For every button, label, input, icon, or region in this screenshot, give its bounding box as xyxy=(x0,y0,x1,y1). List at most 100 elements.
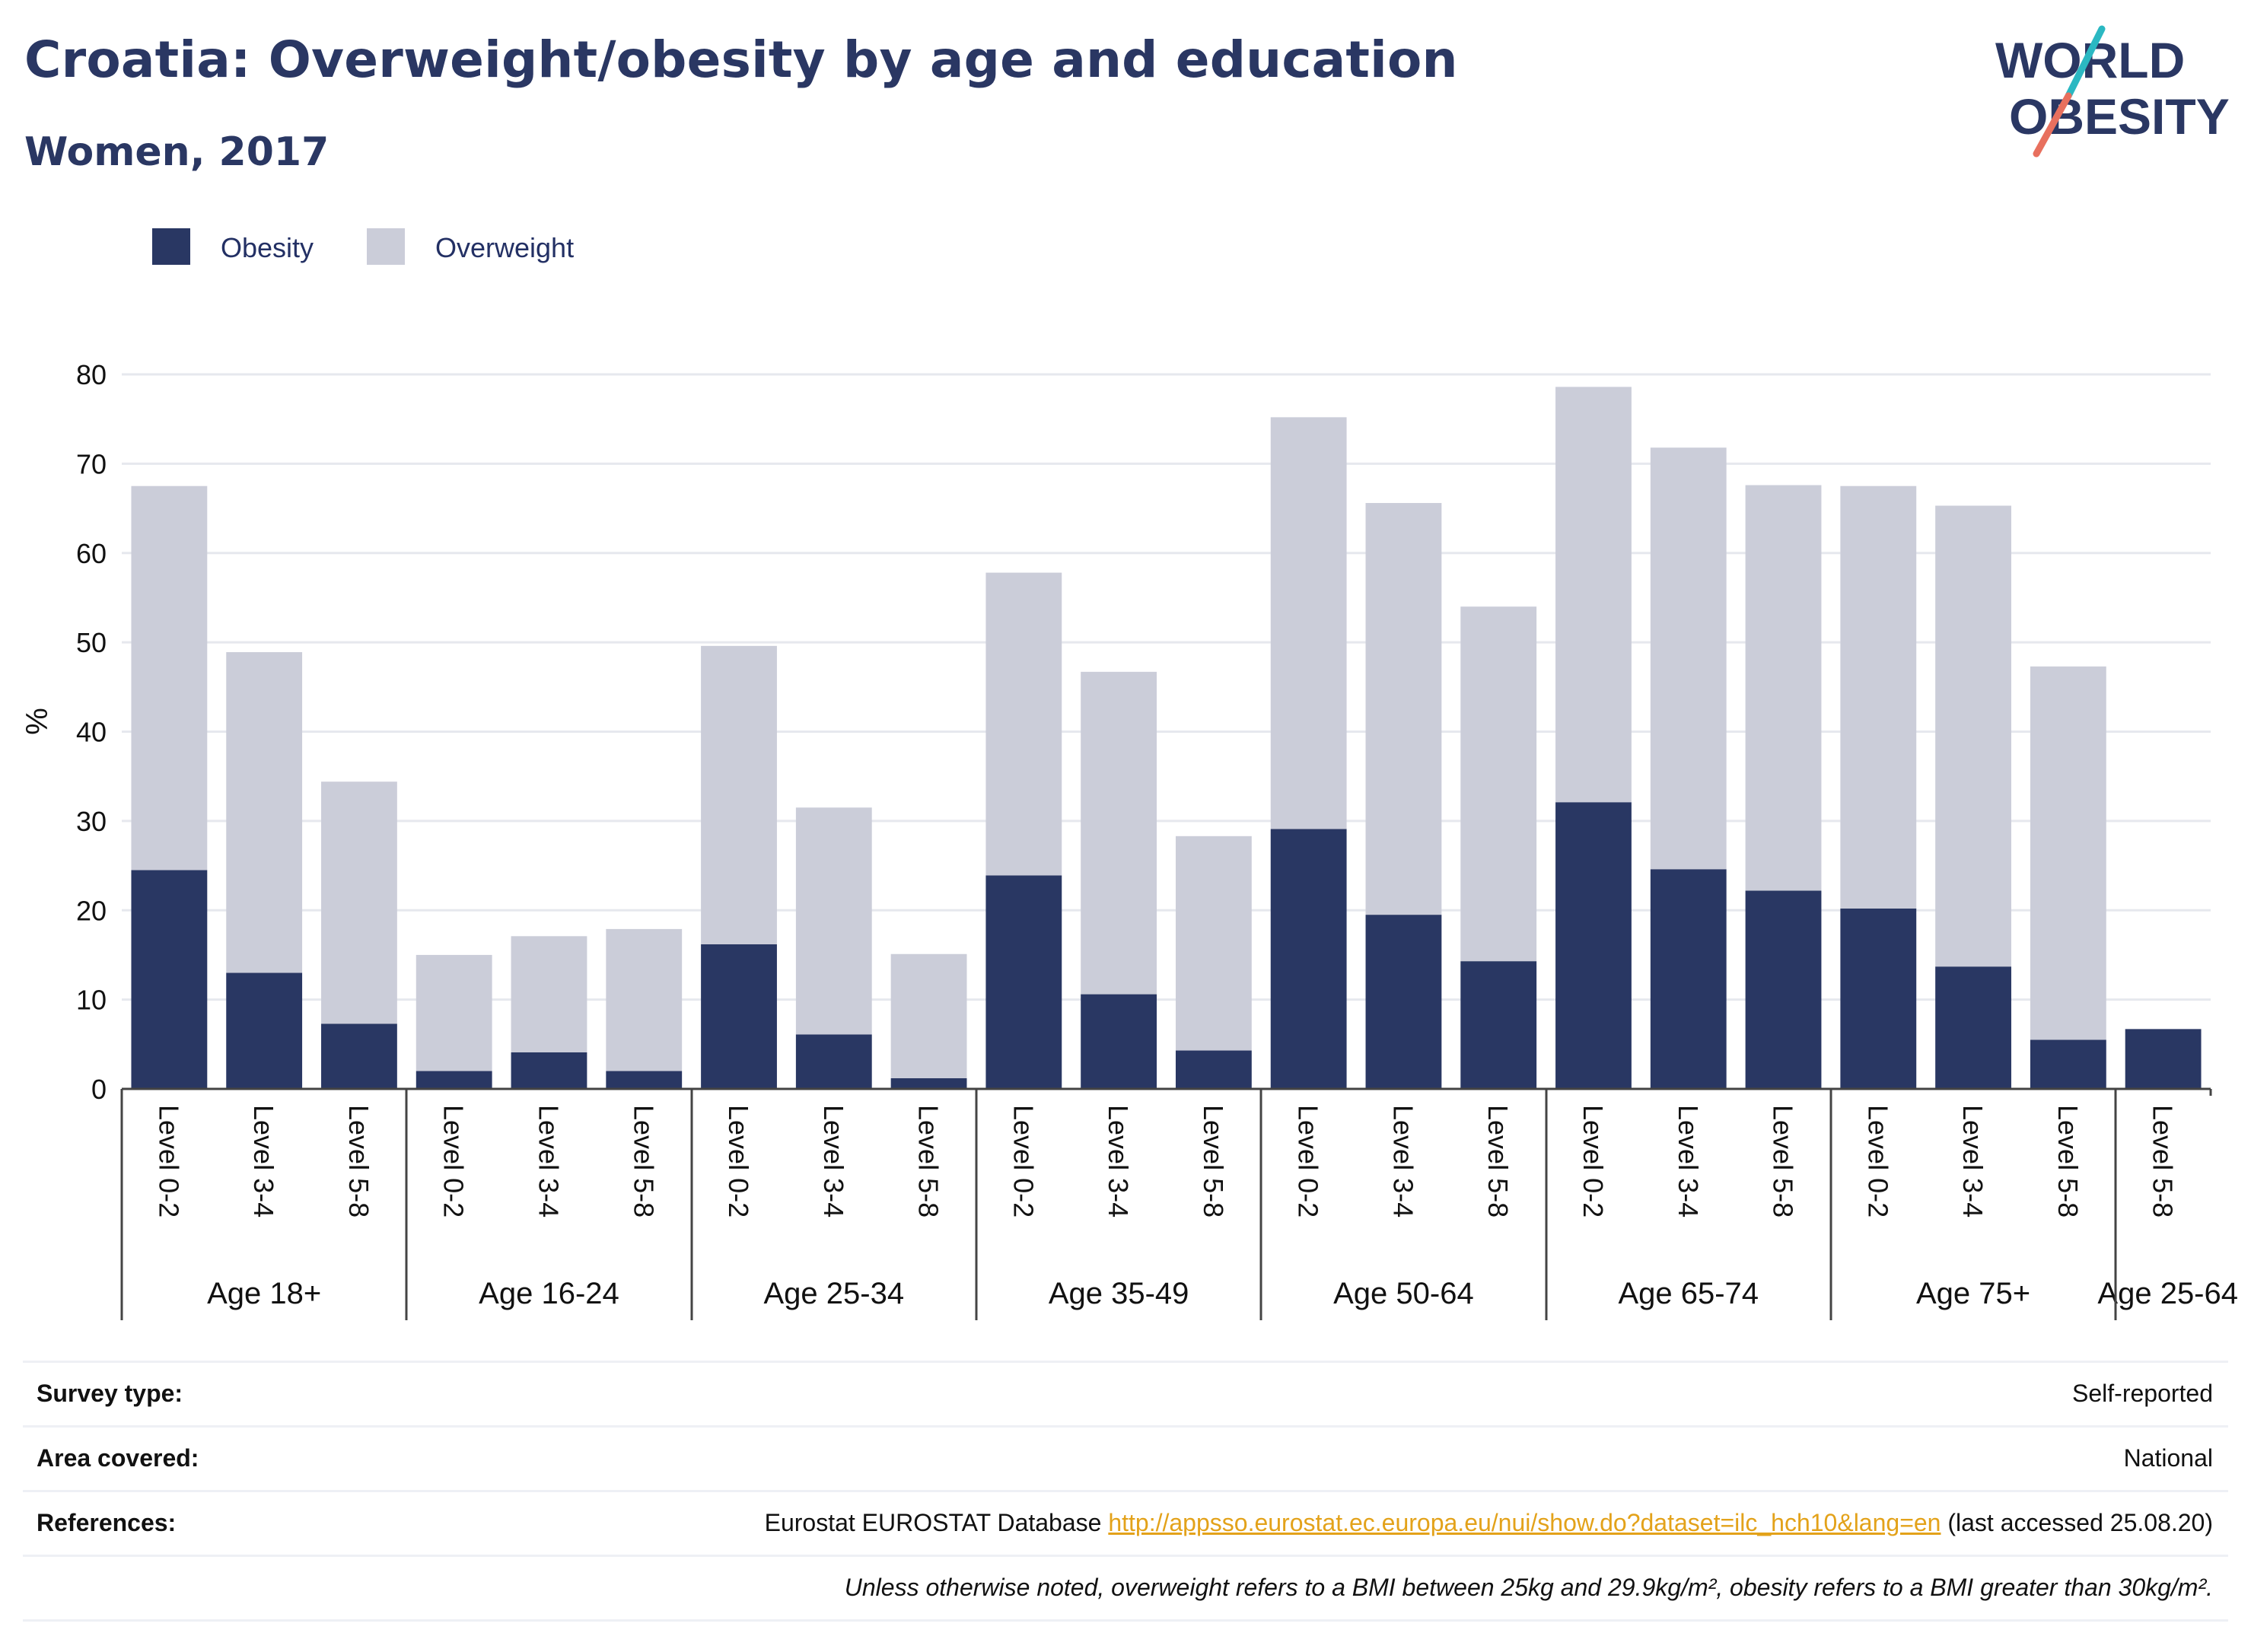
legend-label-obesity: Obesity xyxy=(221,232,314,263)
y-tick-label: 20 xyxy=(76,895,107,926)
bar-obesity xyxy=(1840,908,1917,1089)
bar-obesity xyxy=(1935,966,2011,1089)
x-tick-label: Level 0-2 xyxy=(723,1105,754,1218)
x-tick-label: Level 0-2 xyxy=(1008,1105,1039,1218)
bar-obesity xyxy=(226,972,303,1089)
references-label: References: xyxy=(37,1509,177,1536)
logo-line1: WORLD xyxy=(1995,32,2185,88)
area-covered-label: Area covered: xyxy=(37,1444,199,1472)
bar-obesity xyxy=(1555,802,1632,1089)
x-tick-label: Level 0-2 xyxy=(1578,1105,1609,1218)
x-tick-label: Level 5-8 xyxy=(628,1105,659,1218)
group-label: Age 16-24 xyxy=(479,1277,619,1310)
page-subtitle: Women, 2017 xyxy=(24,129,330,175)
references-value: Eurostat EUROSTAT Database http://appsso… xyxy=(765,1509,2213,1537)
footer-row-area: Area covered: National xyxy=(23,1425,2228,1490)
x-tick-label: Level 3-4 xyxy=(1957,1105,1988,1218)
group-label: Age 65-74 xyxy=(1618,1277,1759,1310)
bar-overweight xyxy=(1935,505,2011,967)
area-covered-value: National xyxy=(2123,1444,2213,1472)
x-tick-label: Level 5-8 xyxy=(1482,1105,1514,1218)
bar-overweight xyxy=(1081,671,1157,995)
world-obesity-logo: WORLD OBESITY xyxy=(1995,25,2230,158)
bar-obesity xyxy=(1270,829,1347,1089)
bar-obesity xyxy=(415,1071,492,1089)
bar-overweight xyxy=(131,485,208,871)
x-tick-label: Level 5-8 xyxy=(2148,1105,2179,1218)
group-label: Age 50-64 xyxy=(1333,1277,1474,1310)
bar-obesity xyxy=(701,944,777,1089)
x-tick-label: Level 3-4 xyxy=(248,1105,279,1218)
x-tick-label: Level 3-4 xyxy=(533,1105,564,1218)
group-label: Age 75+ xyxy=(1916,1277,2030,1310)
bar-obesity xyxy=(1365,915,1442,1089)
bar-overweight xyxy=(985,572,1062,876)
x-tick-label: Level 5-8 xyxy=(2052,1105,2084,1218)
x-tick-label: Level 5-8 xyxy=(343,1105,374,1218)
y-axis-label: % xyxy=(21,708,54,735)
x-tick-label: Level 0-2 xyxy=(438,1105,470,1218)
group-label: Age 25-34 xyxy=(763,1277,904,1310)
chart-footer: Survey type: Self-reported Area covered:… xyxy=(23,1361,2228,1622)
group-label: Age 18+ xyxy=(207,1277,321,1310)
bar-obesity xyxy=(1175,1050,1252,1089)
bar-overweight xyxy=(1460,606,1537,962)
bar-overweight xyxy=(1650,447,1727,870)
x-tick-label: Level 3-4 xyxy=(1387,1105,1418,1218)
y-tick-label: 0 xyxy=(91,1074,107,1105)
bar-obesity xyxy=(2030,1039,2106,1089)
bar-overweight xyxy=(701,645,777,944)
bar-overweight xyxy=(1840,485,1917,909)
bar-obesity xyxy=(321,1023,397,1089)
x-tick-label: Level 5-8 xyxy=(913,1105,944,1218)
y-tick-label: 30 xyxy=(76,806,107,837)
y-tick-label: 40 xyxy=(76,717,107,748)
legend-swatch-obesity xyxy=(152,228,190,265)
footer-row-references: References: Eurostat EUROSTAT Database h… xyxy=(23,1490,2228,1555)
references-suffix: (last accessed 25.08.20) xyxy=(1941,1509,2213,1536)
bar-obesity xyxy=(795,1034,872,1089)
bar-overweight xyxy=(1270,417,1347,829)
x-tick-label: Level 3-4 xyxy=(1103,1105,1134,1218)
bar-obesity xyxy=(511,1052,587,1089)
survey-type-value: Self-reported xyxy=(2072,1380,2213,1407)
bar-obesity xyxy=(985,875,1062,1089)
bar-obesity xyxy=(890,1077,967,1089)
legend-label-overweight: Overweight xyxy=(435,232,574,263)
x-tick-label: Level 3-4 xyxy=(818,1105,849,1218)
footer-row-survey-type: Survey type: Self-reported xyxy=(23,1361,2228,1425)
x-tick-label: Level 5-8 xyxy=(1768,1105,1799,1218)
y-tick-label: 70 xyxy=(76,448,107,479)
bar-obesity xyxy=(606,1071,683,1089)
bar-obesity xyxy=(1745,890,1822,1089)
y-tick-label: 80 xyxy=(76,359,107,390)
chart-legend: Obesity Overweight xyxy=(152,228,574,265)
logo-slash-teal xyxy=(2065,25,2106,100)
group-label: Age 35-49 xyxy=(1049,1277,1189,1310)
legend-swatch-overweight xyxy=(367,228,405,265)
footer-row-note: Unless otherwise noted, overweight refer… xyxy=(23,1555,2228,1622)
bar-overweight xyxy=(1175,836,1252,1051)
stacked-bar-chart: Obesity Overweight % 0 10 20 30 40 50 60 70 80 L… xyxy=(21,228,2238,1320)
x-tick-label: Level 0-2 xyxy=(1862,1105,1893,1218)
x-axis: Level 0-2 Level 3-4 Level 5-8 Age 18+ Level … xyxy=(120,1087,2238,1320)
x-tick-label: Level 3-4 xyxy=(1673,1105,1704,1218)
bars xyxy=(131,387,2202,1089)
logo-slash-coral xyxy=(2033,92,2072,158)
group-label: Age 25-64 xyxy=(2097,1277,2238,1310)
x-tick-label: Level 5-8 xyxy=(1198,1105,1229,1218)
references-link[interactable]: http://appsso.eurostat.ec.europa.eu/nui/… xyxy=(1108,1509,1941,1536)
bar-obesity xyxy=(1650,869,1727,1089)
bar-overweight xyxy=(890,953,967,1078)
y-tick-label: 10 xyxy=(76,985,107,1016)
page-title: Croatia: Overweight/obesity by age and e… xyxy=(24,30,1458,89)
bmi-note: Unless otherwise noted, overweight refer… xyxy=(844,1574,2213,1601)
bar-obesity xyxy=(2125,1029,2202,1089)
bar-obesity xyxy=(1460,961,1537,1089)
bar-overweight xyxy=(415,954,492,1071)
bar-obesity xyxy=(131,870,208,1089)
bar-overweight xyxy=(606,928,683,1071)
bar-overweight xyxy=(321,781,397,1024)
bar-overweight xyxy=(511,936,587,1052)
bar-overweight xyxy=(1745,485,1822,891)
